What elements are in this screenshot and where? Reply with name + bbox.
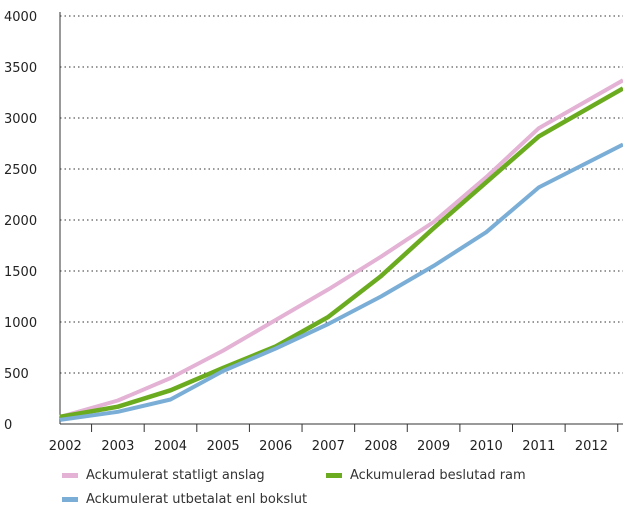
legend: Ackumulerat statligt anslag Ackumulerad … <box>62 466 622 511</box>
series-lines <box>59 78 623 422</box>
x-tick-labels: 2002 2003 2004 2005 2006 2007 2008 2009 2010 2011… <box>49 439 608 454</box>
y-tick-label-3000: 3000 <box>4 112 37 127</box>
x-tick-label-2002: 2002 <box>49 439 82 454</box>
y-tick-label-0: 0 <box>4 418 12 433</box>
legend-item-beslutad-ram: Ackumulerad beslutad ram <box>326 468 526 483</box>
x-tick-label-2006: 2006 <box>259 439 292 454</box>
legend-item-statligt-anslag: Ackumulerat statligt anslag <box>62 468 265 483</box>
y-tick-label-2500: 2500 <box>4 163 37 178</box>
legend-item-utbetalat: Ackumulerat utbetalat enl bokslut <box>62 492 307 507</box>
series-line-ackumulerad-beslutad-ram <box>59 86 623 420</box>
x-tick-label-2009: 2009 <box>417 439 450 454</box>
grid-lines <box>60 15 623 374</box>
y-tick-label-1500: 1500 <box>4 265 37 280</box>
x-tick-label-2007: 2007 <box>312 439 345 454</box>
legend-label-beslutad-ram: Ackumulerad beslutad ram <box>350 468 526 483</box>
y-tick-label-2000: 2000 <box>4 214 37 229</box>
y-tick-label-1000: 1000 <box>4 316 37 331</box>
x-tick-label-2012: 2012 <box>575 439 608 454</box>
axes <box>59 12 623 432</box>
y-tick-label-500: 500 <box>4 367 29 382</box>
series-line-ackumulerat-statligt-anslag <box>59 78 623 419</box>
x-tick-label-2005: 2005 <box>207 439 240 454</box>
y-tick-label-4000: 4000 <box>4 10 37 25</box>
y-tick-label-3500: 3500 <box>4 61 37 76</box>
x-tick-label-2008: 2008 <box>364 439 397 454</box>
series-line-ackumulerat-utbetalat-enl-bokslut <box>59 142 623 422</box>
legend-swatch-beslutad-ram <box>326 473 342 478</box>
x-tick-label-2003: 2003 <box>101 439 134 454</box>
x-tick-label-2011: 2011 <box>522 439 555 454</box>
legend-swatch-utbetalat <box>62 497 78 502</box>
legend-label-utbetalat: Ackumulerat utbetalat enl bokslut <box>86 492 308 507</box>
legend-swatch-statligt-anslag <box>62 473 78 478</box>
legend-label-statligt-anslag: Ackumulerat statligt anslag <box>86 468 265 483</box>
x-tick-label-2004: 2004 <box>154 439 187 454</box>
x-tick-label-2010: 2010 <box>470 439 503 454</box>
y-tick-labels: 0 500 1000 1500 2000 2500 3000 3500 4000 <box>4 10 37 433</box>
